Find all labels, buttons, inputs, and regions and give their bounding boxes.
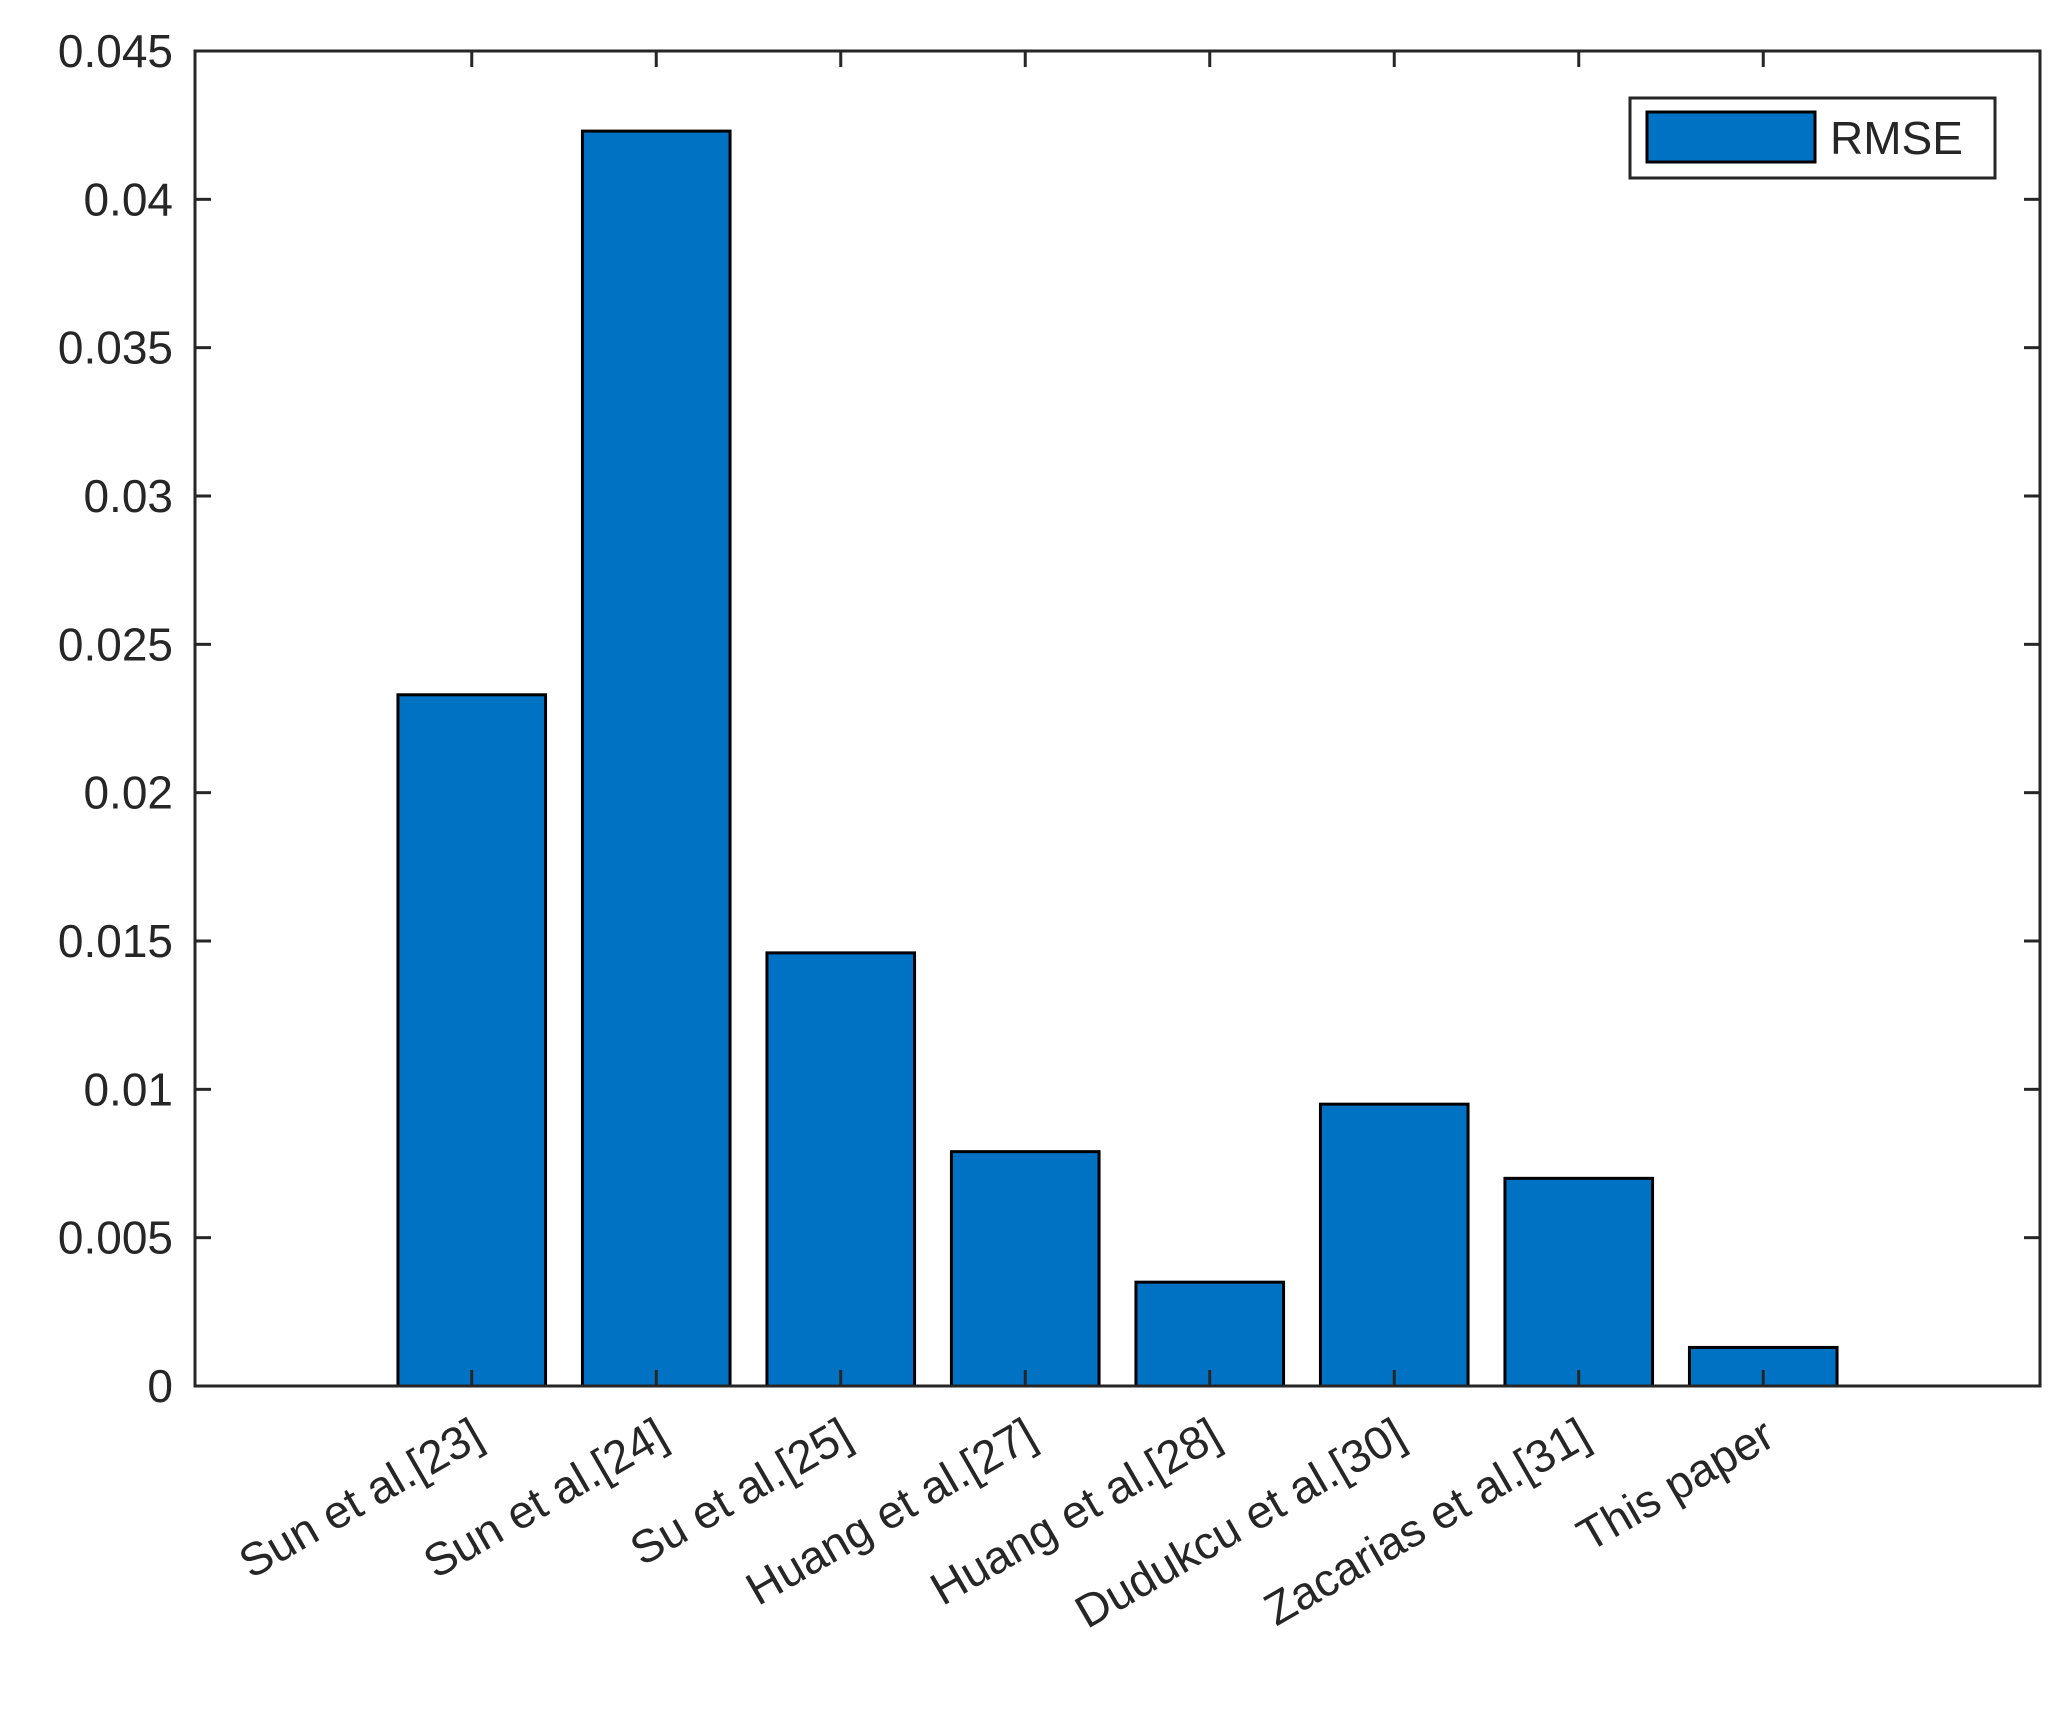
legend-swatch <box>1645 110 1817 164</box>
y-tick-label: 0.02 <box>83 767 173 819</box>
y-tick-label: 0.01 <box>83 1063 173 1115</box>
y-tick-label: 0.03 <box>83 470 173 522</box>
legend-label: RMSE <box>1830 112 1963 164</box>
y-tick-label: 0.035 <box>58 322 173 374</box>
bar <box>1503 1176 1655 1388</box>
legend: RMSE <box>1628 96 1997 180</box>
x-tick-label: Dudukcu et al.[30] <box>1066 1408 1413 1638</box>
y-tick-label: 0.04 <box>83 173 173 225</box>
bar <box>765 951 917 1388</box>
bar <box>1318 1102 1470 1388</box>
bar <box>580 129 732 1388</box>
bar <box>1134 1280 1286 1388</box>
y-tick-label: 0.025 <box>58 618 173 670</box>
x-tick-label: This paper <box>1568 1408 1782 1562</box>
x-tick-label: Zacarias et al.[31] <box>1255 1408 1598 1636</box>
y-tick-label: 0.005 <box>58 1212 173 1264</box>
y-tick-label: 0.015 <box>58 915 173 967</box>
y-tick-label: 0 <box>147 1360 173 1412</box>
axes-box <box>193 49 2042 1388</box>
bar <box>949 1150 1101 1388</box>
y-tick-label: 0.045 <box>58 25 173 77</box>
bar <box>396 693 548 1388</box>
